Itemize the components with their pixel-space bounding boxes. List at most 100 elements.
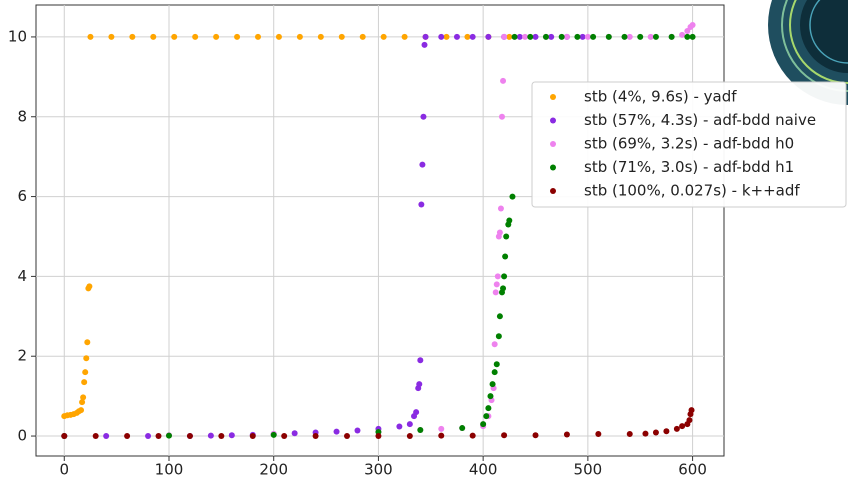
legend-label: stb (100%, 0.027s) - k++adf — [584, 182, 800, 200]
point — [674, 426, 680, 432]
point — [653, 34, 659, 40]
point — [564, 34, 570, 40]
point — [292, 430, 298, 436]
point — [686, 417, 692, 423]
point — [684, 34, 690, 40]
point — [438, 433, 444, 439]
point — [145, 433, 151, 439]
point — [61, 433, 67, 439]
point — [653, 429, 659, 435]
point — [494, 361, 500, 367]
y-tick-label: 10 — [8, 27, 27, 45]
y-tick-label: 4 — [17, 267, 27, 285]
point — [443, 34, 449, 40]
legend-label: stb (71%, 3.0s) - adf-bdd h1 — [584, 158, 794, 176]
point — [522, 34, 528, 40]
legend-label: stb (69%, 3.2s) - adf-bdd h0 — [584, 135, 794, 153]
point — [297, 34, 303, 40]
point — [218, 433, 224, 439]
point — [595, 431, 601, 437]
point — [423, 34, 429, 40]
point — [422, 42, 428, 48]
point — [470, 433, 476, 439]
point — [187, 433, 193, 439]
point — [669, 34, 675, 40]
point — [564, 431, 570, 437]
point — [503, 233, 509, 239]
y-tick-label: 8 — [17, 107, 27, 125]
point — [103, 433, 109, 439]
point — [496, 333, 502, 339]
point — [87, 34, 93, 40]
point — [470, 34, 476, 40]
point — [375, 433, 381, 439]
point — [509, 194, 515, 200]
point — [492, 369, 498, 375]
point — [407, 421, 413, 427]
point — [500, 285, 506, 291]
point — [454, 34, 460, 40]
point — [438, 34, 444, 40]
chart: 01002003004005006000246810 stb (4%, 9.6s… — [0, 0, 848, 477]
y-tick-label: 2 — [17, 347, 27, 365]
point — [490, 381, 496, 387]
point — [313, 433, 319, 439]
legend-label: stb (4%, 9.6s) - yadf — [584, 88, 737, 106]
point — [690, 34, 696, 40]
point — [93, 433, 99, 439]
point — [642, 431, 648, 437]
point — [590, 34, 596, 40]
x-tick-label: 0 — [60, 461, 70, 477]
point — [124, 433, 130, 439]
point — [416, 381, 422, 387]
point — [497, 313, 503, 319]
point — [690, 22, 696, 28]
point — [580, 34, 586, 40]
point — [606, 34, 612, 40]
x-tick-label: 600 — [678, 461, 707, 477]
point — [622, 34, 628, 40]
point — [502, 253, 508, 259]
x-tick-label: 500 — [574, 461, 603, 477]
point — [533, 432, 539, 438]
point — [485, 34, 491, 40]
point — [512, 34, 518, 40]
point — [250, 433, 256, 439]
point — [679, 32, 685, 38]
point — [396, 423, 402, 429]
point — [234, 34, 240, 40]
point — [637, 34, 643, 40]
point — [344, 433, 350, 439]
x-tick-label: 400 — [469, 461, 498, 477]
point — [281, 433, 287, 439]
point — [506, 218, 512, 224]
legend-marker — [550, 94, 556, 100]
legend-label: stb (57%, 4.3s) - adf-bdd naive — [584, 111, 816, 129]
point — [559, 34, 565, 40]
point — [339, 34, 345, 40]
point — [318, 34, 324, 40]
point — [497, 229, 503, 235]
legend-marker — [550, 188, 556, 194]
y-tick-label: 6 — [17, 187, 27, 205]
point — [80, 394, 86, 400]
point — [492, 341, 498, 347]
point — [129, 34, 135, 40]
point — [417, 357, 423, 363]
point — [506, 34, 512, 40]
point — [485, 405, 491, 411]
point — [418, 202, 424, 208]
point — [548, 34, 554, 40]
x-tick-label: 100 — [155, 461, 184, 477]
point — [86, 283, 92, 289]
point — [420, 114, 426, 120]
legend-marker — [550, 141, 556, 147]
point — [360, 34, 366, 40]
point — [108, 34, 114, 40]
point — [419, 162, 425, 168]
point — [648, 34, 654, 40]
point — [276, 34, 282, 40]
legend-marker — [550, 118, 556, 124]
point — [627, 431, 633, 437]
point — [229, 432, 235, 438]
